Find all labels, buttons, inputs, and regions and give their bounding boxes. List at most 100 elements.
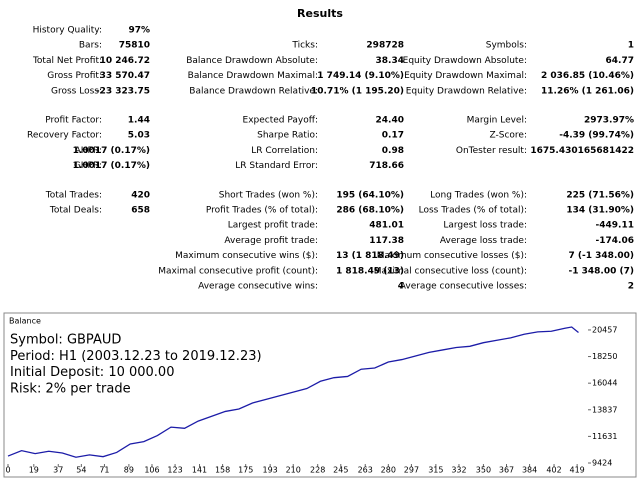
x-tick-label: 71 <box>99 466 109 475</box>
stat-value: 286 (68.10%) <box>336 206 404 216</box>
x-tick-label: 141 <box>192 466 207 475</box>
x-tick-label: 19 <box>29 466 39 475</box>
x-tick-label: 37 <box>53 466 63 475</box>
stat-label: Total Net Profit: <box>32 56 102 66</box>
annotation: Period: H1 (2003.12.23 to 2019.12.23) <box>10 349 262 364</box>
stat-label: Average consecutive wins: <box>198 282 318 292</box>
x-tick-label: 263 <box>358 466 373 475</box>
stat-label: Average loss trade: <box>440 236 527 246</box>
stat-label: Maximum consecutive wins ($): <box>175 251 318 261</box>
x-tick-label: 193 <box>263 466 278 475</box>
stat-value: 13 (1 818.49) <box>336 251 404 261</box>
stat-value: -4.39 (99.74%) <box>559 131 634 141</box>
stat-value: 1.44 <box>128 116 150 126</box>
x-tick-label: 228 <box>310 466 325 475</box>
x-tick-label: 123 <box>167 466 182 475</box>
stat-value: 10 246.72 <box>100 56 150 66</box>
stat-label: Balance Drawdown Absolute: <box>186 56 318 66</box>
stat-value: 10.71% (1 195.20) <box>311 86 404 96</box>
stat-value: 134 (31.90%) <box>566 206 634 216</box>
stat-value: 2 036.85 (10.46%) <box>541 71 634 81</box>
annotation: Risk: 2% per trade <box>10 381 131 396</box>
stat-value: 64.77 <box>606 56 634 66</box>
stat-value: 4 <box>398 282 404 292</box>
stat-value: 298728 <box>366 41 404 51</box>
stat-label: Largest profit trade: <box>228 221 318 231</box>
x-tick-label: 297 <box>404 466 419 475</box>
x-tick-label: 245 <box>333 466 348 475</box>
stat-label: Profit Factor: <box>45 116 102 126</box>
x-tick-label: 210 <box>286 466 301 475</box>
stat-label: OnTester result: <box>456 146 527 156</box>
stat-label: History Quality: <box>33 26 102 36</box>
stat-value: 1.0017 (0.17%) <box>73 161 150 171</box>
stat-label: Recovery Factor: <box>27 131 102 141</box>
stat-value: -449.11 <box>596 221 634 231</box>
stat-value: 718.66 <box>369 161 404 171</box>
stat-value: 1 818.49 (13) <box>336 266 404 276</box>
y-tick-label: 20457 <box>592 325 617 334</box>
stat-label: Largest loss trade: <box>443 221 527 231</box>
stat-value: 7 (-1 348.00) <box>569 251 634 261</box>
stat-label: Equity Drawdown Relative: <box>406 86 527 96</box>
stat-label: Margin Level: <box>467 116 527 126</box>
y-tick-label: 13837 <box>592 405 617 414</box>
stat-label: Profit Trades (% of total): <box>206 206 318 216</box>
stat-value: 117.38 <box>369 236 404 246</box>
stat-value: 195 (64.10%) <box>336 190 404 200</box>
stat-label: Total Trades: <box>45 190 102 200</box>
x-tick-label: 332 <box>451 466 466 475</box>
x-tick-label: 106 <box>144 466 159 475</box>
annotation: Initial Deposit: 10 000.00 <box>10 365 174 380</box>
stat-value: 1675.430165681422 <box>530 146 634 156</box>
x-tick-label: 0 <box>5 466 10 475</box>
stat-label: Loss Trades (% of total): <box>419 206 527 216</box>
stat-label: GHPR: <box>74 161 102 171</box>
annotation: Symbol: GBPAUD <box>10 333 121 348</box>
stat-label: Equity Drawdown Absolute: <box>403 56 527 66</box>
chart-title: Balance <box>9 317 41 326</box>
stat-value: 658 <box>131 206 150 216</box>
stat-label: AHPR: <box>75 146 102 156</box>
x-tick-label: 350 <box>476 466 491 475</box>
stat-label: Gross Loss: <box>51 86 102 96</box>
stat-label: Balance Drawdown Maximal: <box>188 71 318 81</box>
x-tick-label: 315 <box>428 466 443 475</box>
stat-value: 225 (71.56%) <box>566 190 634 200</box>
stat-value: 481.01 <box>369 221 404 231</box>
x-tick-label: 280 <box>381 466 396 475</box>
stat-label: Maximal consecutive profit (count): <box>158 266 318 276</box>
stat-label: Average consecutive losses: <box>400 282 527 292</box>
stat-value: 420 <box>131 190 150 200</box>
stat-value: 97% <box>128 26 150 36</box>
stat-label: LR Correlation: <box>251 146 318 156</box>
stat-value: 0.17 <box>382 131 404 141</box>
stat-value: -23 323.75 <box>96 86 150 96</box>
stat-value: 33 570.47 <box>100 71 150 81</box>
stat-label: LR Standard Error: <box>235 161 318 171</box>
stat-label: Bars: <box>79 41 102 51</box>
y-tick-label: 11631 <box>592 432 617 441</box>
x-tick-label: 419 <box>569 466 584 475</box>
stat-value: -1 348.00 (7) <box>569 266 634 276</box>
stat-value: 5.03 <box>128 131 150 141</box>
stat-label: Average profit trade: <box>224 236 318 246</box>
x-tick-label: 402 <box>546 466 561 475</box>
stat-value: 0.98 <box>382 146 404 156</box>
stat-label: Total Deals: <box>49 206 102 216</box>
stat-label: Expected Payoff: <box>243 116 318 126</box>
report-title: Results <box>297 7 343 20</box>
x-tick-label: 367 <box>499 466 514 475</box>
chart-frame <box>3 312 637 478</box>
stat-value: -174.06 <box>596 236 634 246</box>
stat-value: 2 <box>628 282 634 292</box>
x-tick-label: 175 <box>238 466 253 475</box>
stat-label: Sharpe Ratio: <box>257 131 318 141</box>
stat-value: 1 <box>628 41 634 51</box>
stat-value: 2973.97% <box>584 116 634 126</box>
stat-label: Maximal consecutive loss (count): <box>374 266 527 276</box>
stat-label: Short Trades (won %): <box>219 190 318 200</box>
x-tick-label: 54 <box>76 466 86 475</box>
